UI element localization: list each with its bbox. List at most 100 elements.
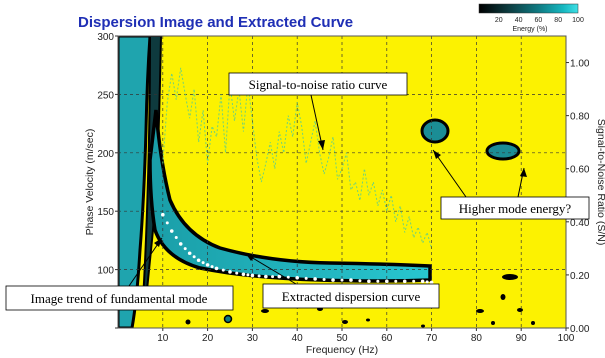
callout-snr: Signal-to-noise ratio curve [228,72,408,151]
energy-blob [531,321,535,325]
callout-arrow [245,253,297,285]
x-tick-label: 40 [292,333,304,344]
y2-tick-label: 0.20 [570,271,590,282]
colorbar: 20 40 60 80 100 Energy (%) [478,3,584,33]
arrowhead [246,254,255,261]
higher-mode-blob-1 [420,118,450,144]
callout-text: Image trend of fundamental mode [31,291,208,306]
energy-blob [366,318,370,322]
extracted-curve-point [286,275,290,279]
colorbar-label: Energy (%) [512,26,547,33]
x-tick-label: 50 [336,333,348,344]
extracted-curve-point [196,258,201,263]
y2-axis-label: Signal-to-Noise Ratio (S/N) [595,119,605,246]
y-tick-label: 100 [97,266,114,277]
x-axis-label: Frequency (Hz) [306,344,378,356]
colorbar-tick-label: 60 [535,17,543,24]
callout-box [5,285,234,311]
arrowhead [433,150,441,159]
extracted-curve-point [174,235,178,239]
energy-blob [342,320,348,324]
snr-curve-line [162,67,433,249]
series-layer [161,67,434,285]
callout-extracted: Extracted dispersion curve [245,253,440,309]
extracted-curve-point [340,278,344,282]
y2-axis-ticks: 0.00 0.20 0.40 0.60 0.80 1.00 [566,59,590,335]
y2-tick-label: 0.80 [570,112,590,123]
energy-blob [223,314,233,324]
extracted-curve-point [313,277,317,281]
extracted-curve-point [425,280,429,284]
extracted-curve-point [235,271,239,275]
x-tick-label: 80 [471,333,483,344]
extracted-curve-point [304,276,308,280]
x-tick-label: 10 [157,333,169,344]
energy-blob [261,309,269,313]
y-tick-label: 150 [97,207,114,218]
extracted-curve-point [187,251,192,256]
extracted-curve-point [349,278,353,282]
extracted-curve-point [271,275,275,279]
energy-blob [476,309,484,313]
extracted-curve-point [192,255,196,259]
x-axis-ticks: 10 20 30 40 50 60 70 80 90 100 [157,328,575,344]
y-tick-label: 200 [97,149,114,160]
extracted-curve-point [358,279,362,283]
x-tick-label: 30 [247,333,259,344]
y2-tick-label: 0.00 [570,324,590,335]
colorbar-gradient [478,3,579,14]
callout-text: Extracted dispersion curve [282,289,421,304]
fundamental-mode-ridge [148,109,432,283]
extracted-curve-point [178,242,183,246]
y2-tick-label: 0.40 [570,218,590,229]
extracted-curve-point [295,275,300,280]
y2-tick-label: 1.00 [570,59,590,70]
callout-text: Signal-to-noise ratio curve [249,77,388,92]
callout-box [440,196,590,220]
extracted-curve-point [246,273,250,277]
arrowhead [154,238,162,247]
callout-box [262,283,440,309]
callout-arrow [128,237,163,287]
extracted-curve-point [420,279,425,284]
y-tick-label: 250 [97,90,114,101]
extracted-curve-point [221,268,225,272]
energy-blob [491,321,495,325]
extracted-curve-point [210,265,214,269]
colorbar-tick-label: 40 [515,17,523,24]
extracted-curve-point [402,279,407,284]
x-tick-label: 70 [426,333,438,344]
callout-box [228,72,408,96]
extracted-curve-point [322,278,326,282]
extracted-curve-point [205,263,210,267]
extracted-curve-point [228,270,232,274]
colorbar-tick-label: 80 [554,17,562,24]
x-tick-label: 100 [558,333,575,344]
callout-fundamental: Image trend of fundamental mode [5,237,234,311]
colorbar-tick-label: 20 [495,17,503,24]
callout-higher-mode: Higher mode energy? [432,149,590,220]
extracted-curve-point [165,221,169,225]
extracted-curve-point [385,279,389,284]
x-tick-label: 20 [202,333,214,344]
arrowhead [318,140,325,150]
higher-mode-blob-2 [485,141,521,161]
callout-text: Higher mode energy? [459,201,572,216]
callout-arrow [432,149,467,198]
energy-blob [502,274,518,280]
extracted-curve-point [169,229,174,233]
y2-tick-label: 0.60 [570,165,590,176]
x-tick-label: 60 [381,333,393,344]
extracted-curve-point [201,261,205,265]
extracted-curve-point [214,266,219,271]
extracted-curve-point [250,273,255,278]
extracted-curve-point [376,279,380,283]
extracted-curve-point [264,274,268,279]
colorbar-ticks: 20 40 60 80 100 [495,17,584,24]
chart-title: Dispersion Image and Extracted Curve [78,14,353,31]
extracted-curve-point [429,280,434,285]
extracted-curve-point [277,274,282,279]
y-tick-label: 300 [97,32,114,43]
extracted-curve-point [367,279,371,284]
